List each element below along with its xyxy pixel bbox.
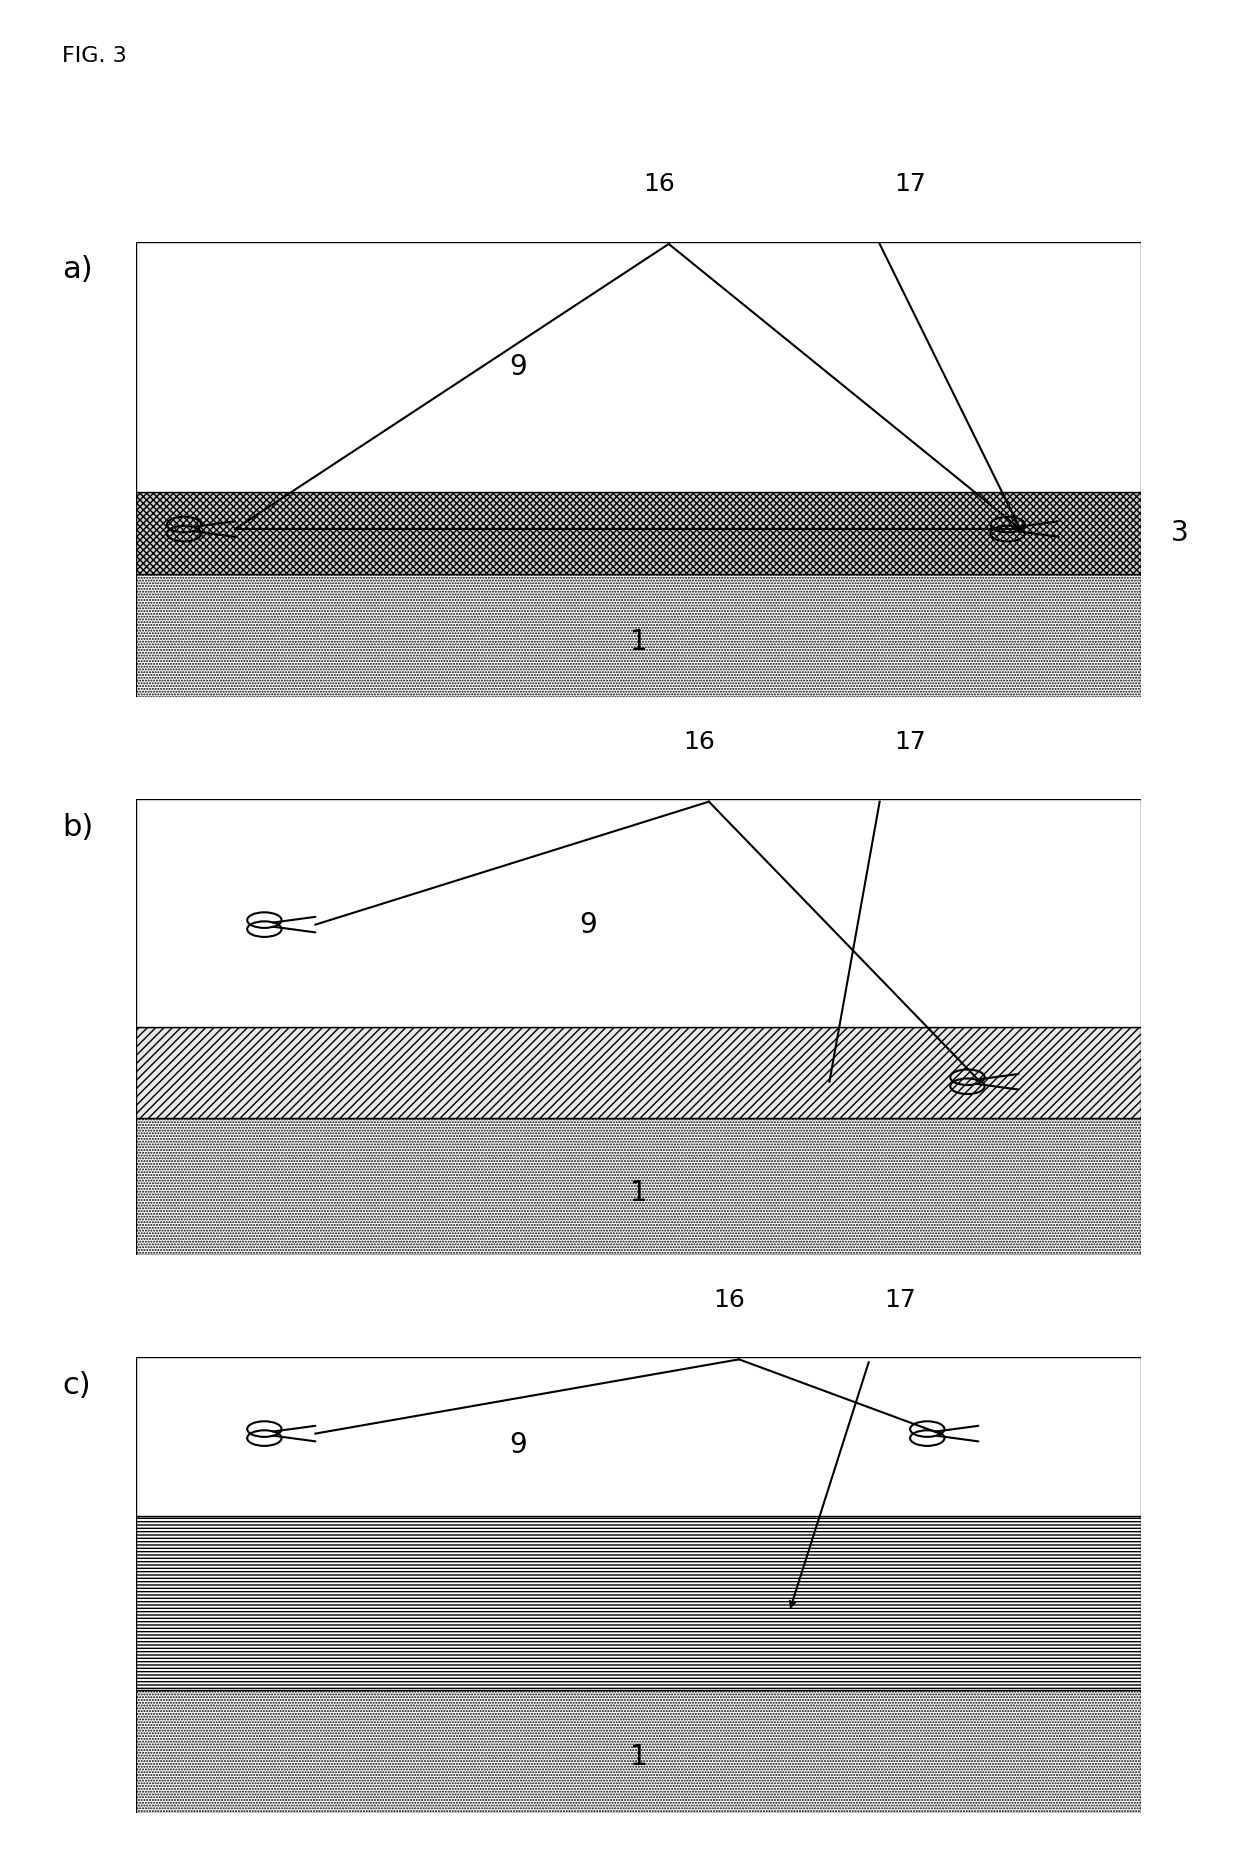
Text: 17: 17 — [894, 173, 926, 197]
Bar — [136, 1119, 1141, 1255]
Text: 9: 9 — [510, 1431, 527, 1459]
Text: 9: 9 — [579, 911, 598, 939]
Text: 9: 9 — [510, 353, 527, 381]
Bar — [136, 493, 1141, 574]
Text: 1: 1 — [630, 1744, 647, 1772]
Bar — [136, 574, 1141, 697]
Text: 17: 17 — [884, 1288, 915, 1312]
Text: b): b) — [62, 812, 93, 842]
Text: 1: 1 — [630, 1179, 647, 1206]
Text: 16: 16 — [642, 173, 675, 197]
Bar — [136, 242, 1141, 493]
Text: a): a) — [62, 255, 93, 284]
Bar — [136, 1357, 1141, 1517]
Text: FIG. 3: FIG. 3 — [62, 46, 126, 67]
Text: c): c) — [62, 1370, 91, 1400]
Bar — [136, 1028, 1141, 1119]
Bar — [136, 1690, 1141, 1813]
Text: 3: 3 — [1171, 519, 1189, 547]
Text: 16: 16 — [713, 1288, 745, 1312]
Text: 16: 16 — [683, 731, 714, 755]
Bar — [136, 799, 1141, 1028]
Text: 17: 17 — [894, 731, 926, 755]
Text: 1: 1 — [630, 628, 647, 656]
Bar — [136, 1517, 1141, 1690]
